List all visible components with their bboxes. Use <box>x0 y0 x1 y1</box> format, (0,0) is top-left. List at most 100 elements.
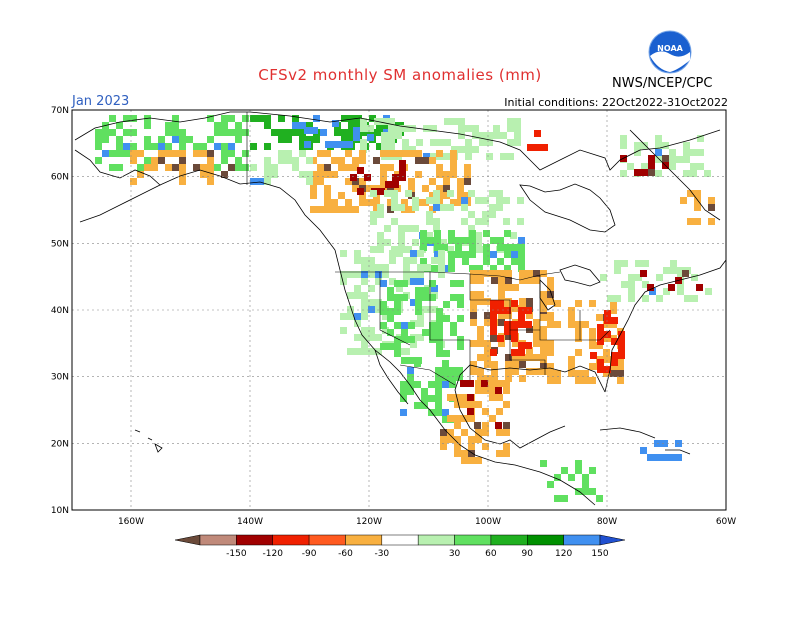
anomaly-cell <box>345 150 352 157</box>
anomaly-cell <box>95 157 102 164</box>
anomaly-cell <box>172 115 179 122</box>
anomaly-cell <box>228 129 235 136</box>
anomaly-cell <box>477 340 484 347</box>
anomaly-cell <box>405 190 412 197</box>
anomaly-cell <box>533 270 540 277</box>
anomaly-cell <box>540 333 547 340</box>
anomaly-cell <box>642 295 649 302</box>
anomaly-cell <box>334 129 341 136</box>
anomaly-cell <box>505 375 512 382</box>
anomaly-cell <box>235 157 242 164</box>
anomaly-cell <box>482 218 489 225</box>
anomaly-cell <box>264 157 271 164</box>
anomaly-cell <box>116 136 123 143</box>
anomaly-cell <box>493 125 500 132</box>
anomaly-cell <box>705 288 712 295</box>
anomaly-cell <box>477 326 484 333</box>
anomaly-cell <box>512 284 519 291</box>
anomaly-cell <box>435 388 442 395</box>
anomaly-cell <box>477 354 484 361</box>
anomaly-cell <box>158 136 165 143</box>
anomaly-cell <box>475 380 482 387</box>
anomaly-cell <box>496 197 503 204</box>
anomaly-cell <box>347 271 354 278</box>
anomaly-cell <box>359 192 366 199</box>
anomaly-cell <box>433 204 440 211</box>
anomaly-cell <box>412 225 419 232</box>
anomaly-cell <box>317 164 324 171</box>
anomaly-cell <box>421 388 428 395</box>
anomaly-cell <box>490 321 497 328</box>
anomaly-cell <box>504 244 511 251</box>
anomaly-cell <box>382 327 389 334</box>
anomaly-cell <box>505 361 512 368</box>
anomaly-cell <box>468 211 475 218</box>
anomaly-cell <box>409 146 416 153</box>
anomaly-cell <box>360 118 367 125</box>
anomaly-cell <box>352 164 359 171</box>
anomaly-cell <box>458 125 465 132</box>
anomaly-cell <box>641 163 648 170</box>
anomaly-cell <box>554 495 561 502</box>
anomaly-cell <box>412 204 419 211</box>
anomaly-cell <box>271 164 278 171</box>
anomaly-cell <box>497 335 504 342</box>
anomaly-cell <box>348 136 355 143</box>
anomaly-cell <box>400 388 407 395</box>
anomaly-cell <box>634 169 641 176</box>
anomaly-cell <box>475 246 482 253</box>
anomaly-cell <box>575 328 582 335</box>
anomaly-cell <box>332 141 339 148</box>
anomaly-cell <box>518 314 525 321</box>
anomaly-cell <box>482 197 489 204</box>
anomaly-cell <box>449 367 456 374</box>
anomaly-cell <box>547 377 554 384</box>
anomaly-cell <box>214 164 221 171</box>
anomaly-cell <box>497 244 504 251</box>
anomaly-cell <box>436 185 443 192</box>
anomaly-cell <box>491 270 498 277</box>
map-frame <box>71 109 727 511</box>
anomaly-cell <box>408 357 415 364</box>
anomaly-cell <box>109 129 116 136</box>
anomaly-cell <box>641 169 648 176</box>
anomaly-cell <box>495 387 502 394</box>
anomaly-cell <box>271 171 278 178</box>
anomaly-cell <box>377 246 384 253</box>
anomaly-cell <box>391 190 398 197</box>
anomaly-cell <box>292 115 299 122</box>
anomaly-cell <box>470 312 477 319</box>
anomaly-cell <box>482 408 489 415</box>
anomaly-cell <box>457 199 464 206</box>
anomaly-cell <box>455 251 462 258</box>
anomaly-cell <box>597 366 604 373</box>
anomaly-cell <box>426 232 433 239</box>
anomaly-cell <box>359 150 366 157</box>
anomaly-cell <box>420 244 427 251</box>
anomaly-cell <box>410 341 417 348</box>
anomaly-cell <box>440 436 447 443</box>
anomaly-cell <box>388 139 395 146</box>
anomaly-cell <box>457 343 464 350</box>
anomaly-cell <box>306 178 313 185</box>
anomaly-cell <box>575 460 582 467</box>
anomaly-cell <box>310 192 317 199</box>
anomaly-cell <box>102 129 109 136</box>
anomaly-cell <box>442 374 449 381</box>
anomaly-cell <box>454 422 461 429</box>
anomaly-cell <box>354 348 361 355</box>
anomaly-cell <box>137 164 144 171</box>
anomaly-cell <box>438 250 445 257</box>
anomaly-cell <box>575 321 582 328</box>
anomaly-cell <box>306 171 313 178</box>
anomaly-cell <box>505 312 512 319</box>
anomaly-cell <box>611 317 618 324</box>
anomaly-cell <box>426 211 433 218</box>
anomaly-cell <box>505 368 512 375</box>
anomaly-cell <box>410 299 417 306</box>
anomaly-cell <box>504 328 511 335</box>
anomaly-cell <box>193 143 200 150</box>
anomaly-cell <box>306 157 313 164</box>
anomaly-cell <box>444 153 451 160</box>
anomaly-cell <box>426 218 433 225</box>
